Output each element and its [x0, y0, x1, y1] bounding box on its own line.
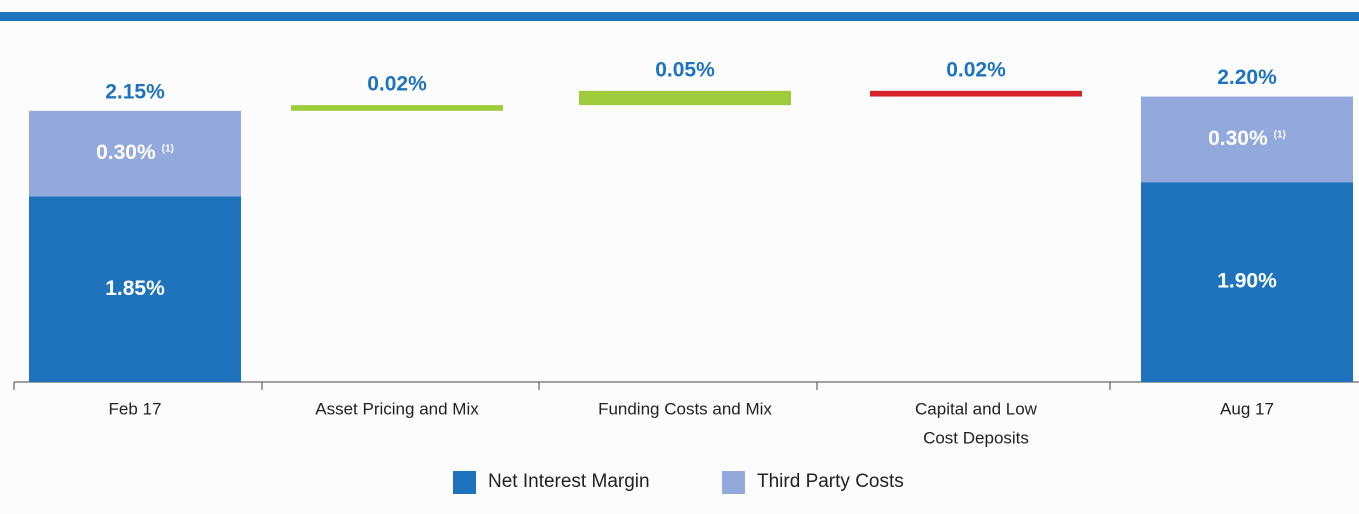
segment-label: 0.30% (1)	[96, 141, 174, 164]
legend-label: Third Party Costs	[757, 471, 904, 492]
segment-label: 1.90%	[1217, 270, 1277, 293]
bar-segment	[29, 196, 241, 382]
change-label: 0.02%	[367, 73, 427, 96]
x-tick-label: Funding Costs and Mix	[598, 399, 772, 418]
change-bar	[291, 105, 503, 111]
footnote: (1)	[162, 143, 174, 154]
change-bar	[870, 90, 1082, 97]
total-label: 2.15%	[105, 80, 165, 103]
x-tick-label: Aug 17	[1220, 399, 1274, 418]
bar-segment	[1141, 96, 1353, 183]
x-tick-label: Feb 17	[109, 399, 162, 418]
segment-label: 0.30% (1)	[1208, 127, 1286, 150]
change-label: 0.05%	[655, 58, 715, 81]
axis-separators	[13, 382, 1111, 390]
x-tick-label: Asset Pricing and Mix	[315, 399, 479, 418]
legend-swatch	[453, 471, 476, 494]
legend-swatch	[722, 471, 745, 494]
bar-segment	[29, 110, 241, 197]
segment-label: 1.85%	[105, 277, 165, 300]
total-label: 2.20%	[1217, 66, 1277, 89]
x-tick-label: Capital and Low	[915, 399, 1038, 418]
x-tick-label: Cost Deposits	[923, 428, 1029, 447]
top-stripe	[0, 12, 1359, 21]
bar-segment	[1141, 182, 1353, 382]
change-bar	[579, 90, 791, 106]
legend-label: Net Interest Margin	[488, 471, 650, 492]
change-label: 0.02%	[946, 58, 1006, 81]
footnote: (1)	[1274, 129, 1286, 140]
